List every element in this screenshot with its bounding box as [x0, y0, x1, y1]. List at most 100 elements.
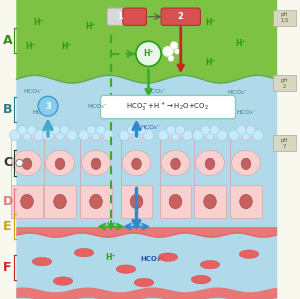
- Ellipse shape: [46, 150, 74, 176]
- Polygon shape: [46, 134, 74, 139]
- Ellipse shape: [161, 150, 190, 176]
- Circle shape: [158, 130, 169, 141]
- Polygon shape: [161, 134, 190, 139]
- Text: H⁺: H⁺: [34, 18, 44, 27]
- FancyBboxPatch shape: [107, 8, 129, 25]
- Text: HCO₃⁻: HCO₃⁻: [140, 125, 160, 129]
- Text: D: D: [2, 195, 13, 208]
- Ellipse shape: [134, 278, 154, 287]
- Ellipse shape: [169, 194, 182, 209]
- Circle shape: [15, 128, 25, 138]
- Circle shape: [139, 128, 149, 138]
- Circle shape: [201, 125, 210, 135]
- FancyBboxPatch shape: [273, 135, 296, 151]
- Bar: [16, 139, 276, 185]
- Circle shape: [62, 128, 73, 138]
- Bar: [121, 185, 152, 218]
- Text: HCO₃⁻: HCO₃⁻: [191, 101, 211, 106]
- Ellipse shape: [13, 150, 41, 176]
- Text: HCO₃⁻: HCO₃⁻: [32, 110, 52, 115]
- Ellipse shape: [22, 158, 32, 170]
- Ellipse shape: [91, 158, 101, 170]
- Circle shape: [99, 128, 109, 138]
- Circle shape: [18, 125, 27, 135]
- FancyBboxPatch shape: [273, 75, 296, 91]
- Circle shape: [127, 125, 137, 135]
- Circle shape: [34, 130, 44, 141]
- Ellipse shape: [240, 194, 252, 209]
- Circle shape: [136, 125, 146, 135]
- Ellipse shape: [241, 158, 251, 170]
- Circle shape: [10, 130, 20, 141]
- Circle shape: [124, 128, 134, 138]
- Circle shape: [96, 125, 105, 135]
- Circle shape: [79, 130, 89, 141]
- Text: HCO₃⁻: HCO₃⁻: [146, 89, 166, 94]
- Circle shape: [119, 130, 130, 141]
- Ellipse shape: [132, 158, 141, 170]
- Bar: [160, 185, 191, 218]
- Circle shape: [217, 130, 227, 141]
- Text: 1: 1: [117, 12, 123, 21]
- Circle shape: [51, 125, 60, 135]
- Circle shape: [170, 42, 178, 49]
- Circle shape: [174, 49, 180, 54]
- Circle shape: [213, 128, 223, 138]
- Circle shape: [197, 128, 207, 138]
- Text: pH
7: pH 7: [281, 138, 288, 149]
- Ellipse shape: [53, 277, 73, 285]
- Circle shape: [103, 130, 113, 141]
- Circle shape: [242, 132, 250, 140]
- FancyBboxPatch shape: [100, 95, 236, 119]
- Circle shape: [246, 125, 255, 135]
- Circle shape: [48, 128, 58, 138]
- Ellipse shape: [74, 248, 94, 257]
- Polygon shape: [13, 134, 41, 139]
- Polygon shape: [122, 134, 151, 139]
- Text: HCO₃⁻: HCO₃⁻: [88, 104, 107, 109]
- Bar: [44, 185, 76, 218]
- Circle shape: [132, 132, 141, 140]
- Text: H⁺: H⁺: [235, 39, 245, 48]
- Ellipse shape: [171, 158, 180, 170]
- Circle shape: [171, 132, 180, 140]
- Circle shape: [178, 128, 188, 138]
- Bar: [16, 235, 276, 299]
- Text: B: B: [3, 103, 12, 116]
- Ellipse shape: [158, 253, 178, 261]
- Circle shape: [60, 125, 69, 135]
- Circle shape: [56, 132, 64, 140]
- Ellipse shape: [191, 275, 211, 284]
- Text: HCO$_3^-$+H$^+$$\rightarrow$H$_2$O+CO$_2$: HCO$_3^-$+H$^+$$\rightarrow$H$_2$O+CO$_2…: [127, 100, 209, 113]
- Circle shape: [210, 125, 219, 135]
- Text: H⁺: H⁺: [85, 22, 95, 31]
- Bar: [80, 185, 112, 218]
- Bar: [16, 218, 276, 235]
- Text: 2: 2: [178, 12, 184, 21]
- Ellipse shape: [204, 194, 216, 209]
- Ellipse shape: [232, 150, 260, 176]
- Text: H⁺: H⁺: [205, 18, 215, 27]
- Ellipse shape: [116, 265, 136, 273]
- Circle shape: [168, 55, 174, 61]
- Circle shape: [233, 128, 243, 138]
- Text: E: E: [3, 220, 12, 233]
- Ellipse shape: [32, 257, 52, 266]
- Bar: [16, 79, 276, 139]
- Circle shape: [67, 130, 77, 141]
- Text: HCO₃⁻: HCO₃⁻: [227, 90, 247, 95]
- Circle shape: [83, 128, 94, 138]
- Circle shape: [16, 159, 23, 167]
- Circle shape: [143, 130, 154, 141]
- FancyBboxPatch shape: [123, 8, 146, 25]
- Text: pH
1,5: pH 1,5: [280, 12, 289, 23]
- Text: H⁺: H⁺: [61, 42, 71, 51]
- Circle shape: [23, 132, 31, 140]
- Ellipse shape: [54, 194, 66, 209]
- Text: H⁺: H⁺: [143, 49, 154, 58]
- Circle shape: [182, 130, 193, 141]
- Circle shape: [248, 128, 259, 138]
- Ellipse shape: [122, 150, 151, 176]
- Circle shape: [206, 132, 214, 140]
- Text: HCO₃⁻: HCO₃⁻: [140, 256, 164, 262]
